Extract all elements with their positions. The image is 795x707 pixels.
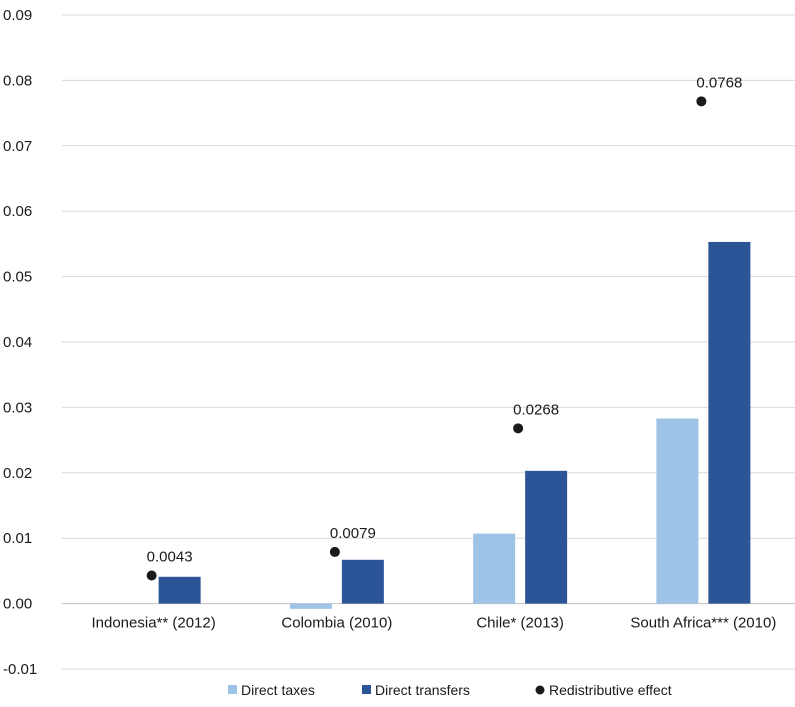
bar-direct-transfers	[708, 241, 751, 604]
bar-direct-taxes	[473, 533, 516, 604]
legend-dot	[535, 685, 545, 695]
x-category-label: South Africa*** (2010)	[630, 615, 776, 632]
bar-direct-transfers	[525, 470, 568, 604]
y-tick-label: 0.02	[3, 465, 32, 482]
y-tick-label: -0.01	[3, 661, 37, 678]
x-category-label: Colombia (2010)	[281, 615, 392, 632]
legend-swatch	[362, 685, 371, 694]
y-tick-label: 0.09	[3, 7, 32, 24]
x-category-label: Chile* (2013)	[476, 615, 564, 632]
legend-direct-taxes: Direct taxes	[228, 682, 315, 698]
x-axis-categories: Indonesia** (2012) Colombia (2010) Chile* …	[91, 615, 776, 632]
legend-swatch	[228, 685, 237, 694]
y-tick-label: 0.07	[3, 138, 32, 155]
bar-direct-transfers	[158, 576, 201, 604]
legend-label: Redistributive effect	[549, 682, 672, 698]
y-tick-label: 0.03	[3, 399, 32, 416]
legend-label: Direct transfers	[375, 682, 470, 698]
bars	[158, 241, 751, 609]
y-tick-label: 0.01	[3, 530, 32, 547]
y-tick-label: 0.06	[3, 203, 32, 220]
redistributive-value-label: 0.0043	[147, 548, 193, 565]
legend-direct-transfers: Direct transfers	[362, 682, 470, 698]
y-tick-label: 0.00	[3, 596, 32, 613]
y-tick-label: 0.08	[3, 72, 32, 89]
redistributive-value-label: 0.0268	[513, 401, 559, 418]
redistributive-value-label: 0.0079	[330, 525, 376, 542]
y-tick-label: 0.04	[3, 334, 32, 351]
redistributive-point	[329, 546, 340, 557]
y-tick-label: 0.05	[3, 269, 32, 286]
redistributive-point	[696, 96, 707, 107]
x-category-label: Indonesia** (2012)	[91, 615, 215, 632]
redistributive-points: 0.0043 0.0079 0.0268 0.0768	[146, 74, 742, 581]
y-axis-ticks: 0.09 0.08 0.07 0.06 0.05 0.04 0.03 0.02 0.01 0.00…	[3, 7, 37, 678]
bar-direct-transfers	[341, 559, 384, 604]
bar-direct-taxes	[656, 418, 699, 604]
redistributive-point	[513, 423, 524, 434]
redistributive-point	[146, 570, 157, 581]
bar-direct-taxes	[289, 603, 332, 609]
legend-redistributive-effect: Redistributive effect	[535, 682, 672, 698]
legend-label: Direct taxes	[241, 682, 315, 698]
legend: Direct taxes Direct transfers Redistributi…	[228, 682, 672, 698]
redistributive-value-label: 0.0768	[696, 74, 742, 91]
